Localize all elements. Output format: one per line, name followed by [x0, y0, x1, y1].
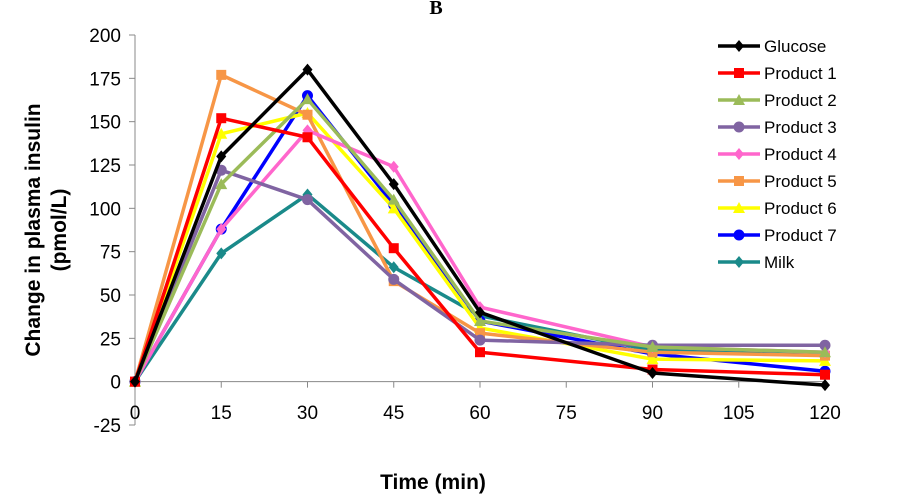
legend-marker: [733, 229, 745, 241]
data-point: [819, 339, 831, 351]
panel-label: B: [429, 0, 442, 19]
legend-marker: [734, 68, 744, 78]
legend-marker: [733, 202, 745, 213]
legend-marker: [733, 94, 745, 105]
y-axis-title-line2: (pmol/L): [48, 189, 71, 272]
legend-label: Product 6: [764, 199, 837, 218]
legend-marker: [734, 40, 744, 52]
data-point: [475, 328, 485, 339]
data-point: [388, 243, 399, 254]
x-tick-label: 90: [642, 403, 663, 424]
x-tick-label: 0: [130, 403, 141, 424]
legend-label: Product 1: [764, 64, 837, 83]
legend-item-product-1: Product 1: [718, 64, 837, 83]
data-point: [302, 109, 313, 120]
y-tick-label: 100: [89, 199, 121, 220]
legend-marker: [733, 121, 745, 133]
x-tick-label: 45: [383, 403, 404, 424]
data-point: [216, 69, 227, 80]
x-tick-label: 30: [297, 403, 318, 424]
y-tick-label: 50: [100, 286, 121, 307]
data-point: [819, 346, 831, 358]
data-point: [216, 247, 227, 260]
y-tick-label: 150: [89, 113, 121, 134]
data-point: [475, 347, 485, 358]
legend-marker: [734, 256, 744, 268]
data-point: [820, 379, 830, 392]
data-point: [475, 306, 485, 319]
legend-label: Product 2: [764, 91, 837, 110]
data-point: [130, 375, 140, 388]
y-tick-label: 200: [89, 26, 121, 47]
legend-item-product-6: Product 6: [718, 199, 837, 218]
chart-axes: -25 0 25 50 75 100 125 150 175 200 0 15 30 45 60 75 90 10…: [89, 26, 841, 437]
x-tick-label: 60: [469, 403, 490, 424]
y-tick-label: -25: [94, 416, 121, 437]
legend-item-product-2: Product 2: [718, 91, 837, 110]
x-axis-title: Time (min): [380, 471, 486, 494]
data-point: [302, 63, 313, 76]
legend-label: Product 5: [764, 172, 837, 191]
legend-marker: [734, 148, 744, 160]
data-point: [388, 178, 399, 191]
data-point: [215, 127, 228, 139]
legend-label: Glucose: [764, 37, 826, 56]
y-tick-label: 0: [110, 373, 121, 394]
y-tick-label: 175: [89, 69, 121, 90]
legend-marker: [734, 176, 744, 186]
data-point: [647, 367, 658, 379]
y-tick-label: 25: [100, 329, 121, 350]
data-point: [302, 132, 313, 143]
data-point: [646, 353, 659, 365]
data-point: [215, 178, 228, 190]
legend-label: Product 4: [764, 145, 837, 164]
data-point: [388, 160, 399, 173]
data-point: [388, 261, 399, 274]
data-point: [474, 315, 486, 326]
legend-label: Product 7: [764, 226, 837, 245]
legend: Glucose Product 1 Product 2 Product 3 Produc…: [718, 37, 837, 272]
x-tick-label: 120: [809, 403, 841, 424]
data-point: [216, 150, 227, 163]
data-point: [216, 113, 227, 124]
data-point: [387, 193, 400, 205]
y-tick-label: 75: [100, 243, 121, 264]
x-tick-label: 75: [556, 403, 577, 424]
data-point: [301, 93, 314, 105]
data-point: [474, 334, 486, 346]
data-point: [216, 223, 227, 236]
x-tick-label: 15: [211, 403, 232, 424]
legend-item-product-7: Product 7: [718, 226, 837, 245]
series-layer: [129, 63, 831, 392]
data-point: [388, 273, 400, 285]
legend-item-product-3: Product 3: [718, 118, 837, 137]
y-axis-title-line1: Change in plasma insulin: [22, 103, 45, 356]
legend-item-milk: Milk: [718, 253, 795, 272]
y-tick-label: 125: [89, 156, 121, 177]
series-milk: [130, 188, 830, 388]
legend-item-glucose: Glucose: [718, 37, 826, 56]
legend-item-product-5: Product 5: [718, 172, 837, 191]
legend-item-product-4: Product 4: [718, 145, 837, 164]
data-point: [820, 369, 830, 380]
data-point: [302, 194, 313, 206]
series-glucose: [130, 63, 830, 392]
data-point: [646, 341, 659, 352]
legend-label: Milk: [764, 253, 795, 272]
data-point: [387, 202, 400, 214]
legend-label: Product 3: [764, 118, 837, 137]
x-tick-label: 105: [723, 403, 755, 424]
